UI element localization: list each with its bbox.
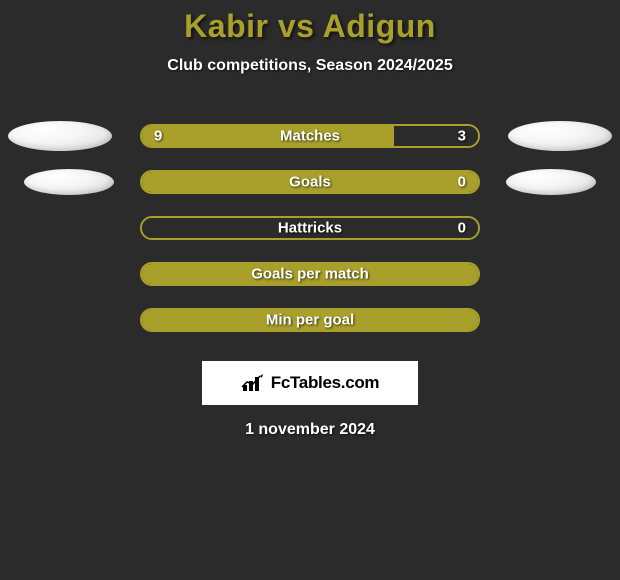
logo-text: FcTables.com bbox=[271, 373, 380, 393]
stat-label: Matches bbox=[280, 128, 340, 145]
stat-bar: Goals 0 bbox=[140, 170, 480, 194]
stat-value-right: 3 bbox=[458, 128, 466, 145]
stat-value-right: 0 bbox=[458, 174, 466, 191]
stat-bar: Min per goal bbox=[140, 308, 480, 332]
chart-date: 1 november 2024 bbox=[0, 421, 620, 439]
bar-segment-left bbox=[142, 126, 394, 146]
stat-label: Min per goal bbox=[266, 312, 354, 329]
stat-bar: Goals per match bbox=[140, 262, 480, 286]
player-badge-left bbox=[8, 121, 112, 151]
chart-subtitle: Club competitions, Season 2024/2025 bbox=[0, 57, 620, 75]
player-badge-left bbox=[24, 169, 114, 195]
chart-container: Kabir vs Adigun Club competitions, Seaso… bbox=[0, 0, 620, 439]
player-badge-right bbox=[508, 121, 612, 151]
stat-label: Hattricks bbox=[278, 220, 342, 237]
stat-row: Hattricks 0 bbox=[0, 205, 620, 251]
stat-value-left: 9 bbox=[154, 128, 162, 145]
chart-icon bbox=[241, 373, 267, 393]
stat-bar: Hattricks 0 bbox=[140, 216, 480, 240]
stat-row: Goals 0 bbox=[0, 159, 620, 205]
stat-label: Goals bbox=[289, 174, 331, 191]
logo: FcTables.com bbox=[241, 373, 380, 393]
player-badge-right bbox=[506, 169, 596, 195]
stat-row: Matches 9 3 bbox=[0, 113, 620, 159]
stat-rows: Matches 9 3 Goals 0 Hattricks 0 Goals per match… bbox=[0, 113, 620, 343]
logo-box: FcTables.com bbox=[202, 361, 418, 405]
stat-row: Min per goal bbox=[0, 297, 620, 343]
stat-label: Goals per match bbox=[251, 266, 369, 283]
stat-value-right: 0 bbox=[458, 220, 466, 237]
chart-title: Kabir vs Adigun bbox=[0, 8, 620, 45]
stat-bar: Matches 9 3 bbox=[140, 124, 480, 148]
stat-row: Goals per match bbox=[0, 251, 620, 297]
